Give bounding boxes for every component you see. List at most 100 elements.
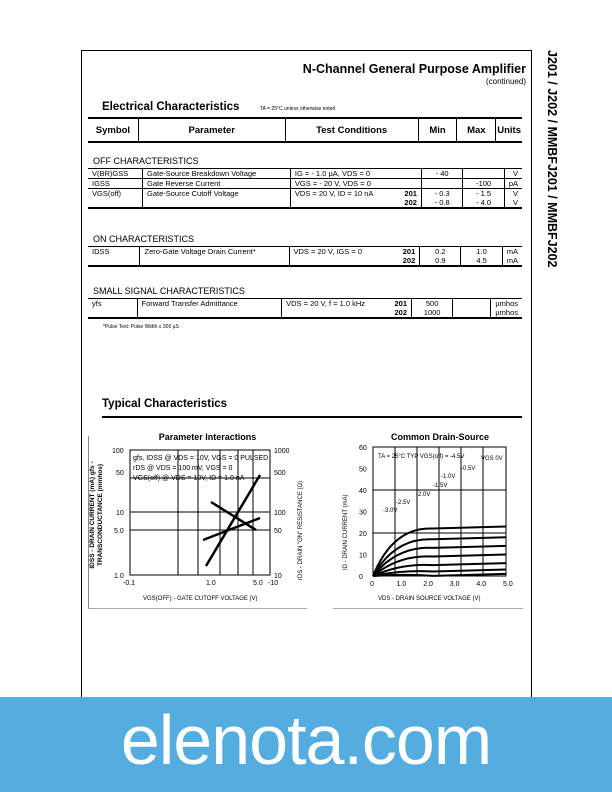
cell-conditions: 201 202 VDS = 20 V, IGS = 0	[288, 246, 420, 267]
common-drain-source-chart: TA = 25°C TYP VGS(off) = -4.5V VGS 0V -0.…	[343, 445, 513, 602]
page-frame	[81, 50, 532, 720]
drain-curve	[372, 553, 507, 577]
units-text: V V	[512, 189, 518, 207]
col-parameter: Parameter	[137, 118, 286, 142]
units-text: mA mA	[506, 247, 518, 265]
legend-3: VGS(off) @ VDS = 10V, ID = 1.0 nA	[133, 475, 245, 482]
xtick: 1.0	[397, 581, 407, 588]
parameter-interactions-chart: gfs, IDSS @ VDS = 10V, VGS = 0 PULSED rD…	[112, 448, 304, 602]
cell-max	[462, 168, 505, 179]
parameter-text: Forward Transfer Admittance	[141, 299, 238, 308]
xtick: 4.0	[476, 581, 486, 588]
curve-label: -1.0V	[441, 474, 455, 480]
table-row: IDSS Zero-Gate Voltage Drain Current* 201 …	[88, 246, 522, 267]
chart2-annotation: TA = 25°C TYP VGS(off) = -4.5V	[378, 454, 464, 460]
small-table: yfs Forward Transfer Admittance 201 202 VDS…	[88, 298, 522, 319]
table-header: Symbol Parameter Test Conditions Min Max…	[88, 117, 522, 143]
legend-2: rDS @ VDS = 100 mV, VGS = 0	[133, 465, 233, 472]
curve-idss	[204, 474, 262, 567]
curve-rds	[210, 500, 257, 532]
legend-1: gfs, IDSS @ VDS = 10V, VGS = 0 PULSED	[133, 455, 268, 462]
y-label-right: rDS - DRAIN "ON" RESISTANCE (Ω)	[298, 481, 304, 580]
curve-label: -0.5V	[461, 466, 475, 472]
electrical-title: Electrical Characteristics	[102, 101, 240, 113]
small-label: SMALL SIGNAL CHARACTERISTICS	[93, 286, 245, 296]
cell-conditions: IG = - 1.0 µA, VDS = 0	[289, 168, 422, 179]
drain-curve	[372, 536, 507, 577]
drain-curve	[372, 525, 507, 577]
col-min: Min	[417, 118, 457, 142]
ytick-right: 50	[274, 528, 282, 535]
part-numbers-side-title: J201 / J202 / MMBFJ201 / MMBFJ202	[545, 50, 559, 268]
cell-units: µmhos µmhos	[490, 298, 522, 319]
xtick: -0.1	[123, 580, 135, 587]
ytick: 100	[112, 448, 124, 455]
curve-label: -1.5V	[433, 483, 447, 489]
cell-min: 500 1000	[411, 298, 453, 319]
ytick: 0	[359, 574, 363, 581]
watermark-logo: elenota.com	[120, 701, 492, 779]
cell-units: V	[503, 168, 522, 179]
x-label: VDS - DRAIN SOURCE VOLTAGE (V)	[378, 596, 480, 602]
ytick: 40	[359, 488, 367, 495]
variant: 201 202	[402, 247, 416, 265]
xtick: 5.0	[503, 581, 513, 588]
cell-parameter: Forward Transfer Admittance	[136, 298, 282, 319]
chart2-title: Common Drain-Source	[390, 432, 489, 442]
conditions-text: VDS = 20 V, ID = 10 nA	[294, 189, 374, 198]
table-row: VGS(off) Gate-Source Cutoff Voltage 201 20…	[88, 188, 522, 209]
symbol-text: IGSS	[92, 179, 110, 188]
conditions-text: VGS = - 20 V, VDS = 0	[294, 179, 371, 188]
symbol-text: IDSS	[92, 247, 110, 256]
conditions-text: IG = - 1.0 µA, VDS = 0	[294, 169, 371, 178]
cell-units: pA	[503, 178, 522, 189]
divider	[102, 416, 522, 418]
units-text: µmhos µmhos	[495, 299, 518, 317]
cell-parameter: Gate-Source Breakdown Voltage	[142, 168, 291, 179]
min-text: 0.2 0.9	[435, 247, 446, 265]
cell-min: - 0.3 - 0.8	[420, 188, 463, 209]
symbol-text: VGS(off)	[92, 189, 122, 198]
curve-label: -2.5V	[396, 500, 410, 506]
min-text: - 0.3 - 0.8	[434, 189, 450, 207]
variant: 201 202	[394, 299, 408, 317]
xtick: 0	[370, 581, 374, 588]
parameter-text: Gate-Source Cutoff Voltage	[147, 189, 239, 198]
symbol-text: yfs	[92, 299, 102, 308]
units-text: V	[512, 169, 518, 178]
footnote: *Pulse Test: Pulse Width ≤ 300 µS	[103, 324, 179, 330]
min-text: 500 1000	[423, 299, 441, 317]
cell-min	[420, 178, 463, 189]
units-text: pA	[508, 179, 518, 188]
ytick-right: 10	[274, 573, 282, 580]
typical-title: Typical Characteristics	[102, 398, 228, 410]
cell-max	[452, 298, 491, 319]
xtick: 5.0	[253, 580, 263, 587]
ytick: 5.0	[114, 528, 124, 535]
chart1-box	[88, 436, 307, 609]
chart1-title: Parameter Interactions	[158, 432, 257, 442]
cell-units: V V	[503, 188, 522, 209]
ytick: 50	[116, 470, 124, 477]
col-max: Max	[456, 118, 496, 142]
x-label: VGS(OFF) - GATE CUTOFF VOLTAGE (V)	[143, 596, 258, 602]
parameter-text: Gate-Source Breakdown Voltage	[147, 169, 257, 178]
xtick: 2.0	[423, 581, 433, 588]
cell-symbol: yfs	[88, 298, 138, 319]
conditions-text: VDS = 20 V, IGS = 0	[293, 247, 363, 256]
symbol-text: V(BR)GSS	[92, 169, 129, 178]
watermark-band	[0, 697, 612, 792]
table-row: V(BR)GSS Gate-Source Breakdown Voltage IG …	[88, 168, 522, 179]
cell-min: 0.2 0.9	[419, 246, 461, 267]
col-symbol: Symbol	[95, 124, 131, 136]
drain-curve	[372, 544, 507, 577]
ytick: 10	[359, 553, 367, 560]
cell-max: -100	[462, 178, 505, 189]
curve-label: -3.0V	[383, 508, 397, 514]
ytick: 50	[359, 467, 367, 474]
page-subtitle: (continued)	[485, 77, 526, 86]
ytick: 30	[359, 510, 367, 517]
y-label: ID - DRAIN CURRENT (mA)	[343, 494, 349, 570]
table-row: yfs Forward Transfer Admittance 201 202 VDS…	[88, 298, 522, 319]
cell-units: mA mA	[501, 246, 522, 267]
